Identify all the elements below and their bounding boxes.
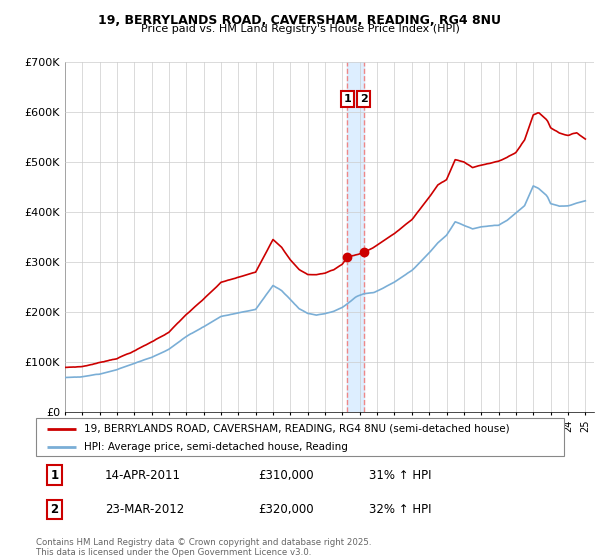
Text: Price paid vs. HM Land Registry's House Price Index (HPI): Price paid vs. HM Land Registry's House …	[140, 24, 460, 34]
Text: Contains HM Land Registry data © Crown copyright and database right 2025.
This d: Contains HM Land Registry data © Crown c…	[36, 538, 371, 557]
Text: HPI: Average price, semi-detached house, Reading: HPI: Average price, semi-detached house,…	[83, 442, 347, 452]
Text: 31% ↑ HPI: 31% ↑ HPI	[368, 469, 431, 482]
Text: 2: 2	[50, 503, 59, 516]
Text: 14-APR-2011: 14-APR-2011	[104, 469, 181, 482]
FancyBboxPatch shape	[36, 418, 564, 456]
Text: £310,000: £310,000	[258, 469, 313, 482]
Text: 32% ↑ HPI: 32% ↑ HPI	[368, 503, 431, 516]
Text: 23-MAR-2012: 23-MAR-2012	[104, 503, 184, 516]
Text: 19, BERRYLANDS ROAD, CAVERSHAM, READING, RG4 8NU: 19, BERRYLANDS ROAD, CAVERSHAM, READING,…	[98, 14, 502, 27]
Bar	[347, 62, 364, 412]
Text: 1: 1	[50, 469, 59, 482]
Text: 1: 1	[343, 94, 351, 104]
Text: £320,000: £320,000	[258, 503, 313, 516]
Text: 2: 2	[360, 94, 368, 104]
Text: 19, BERRYLANDS ROAD, CAVERSHAM, READING, RG4 8NU (semi-detached house): 19, BERRYLANDS ROAD, CAVERSHAM, READING,…	[83, 424, 509, 434]
